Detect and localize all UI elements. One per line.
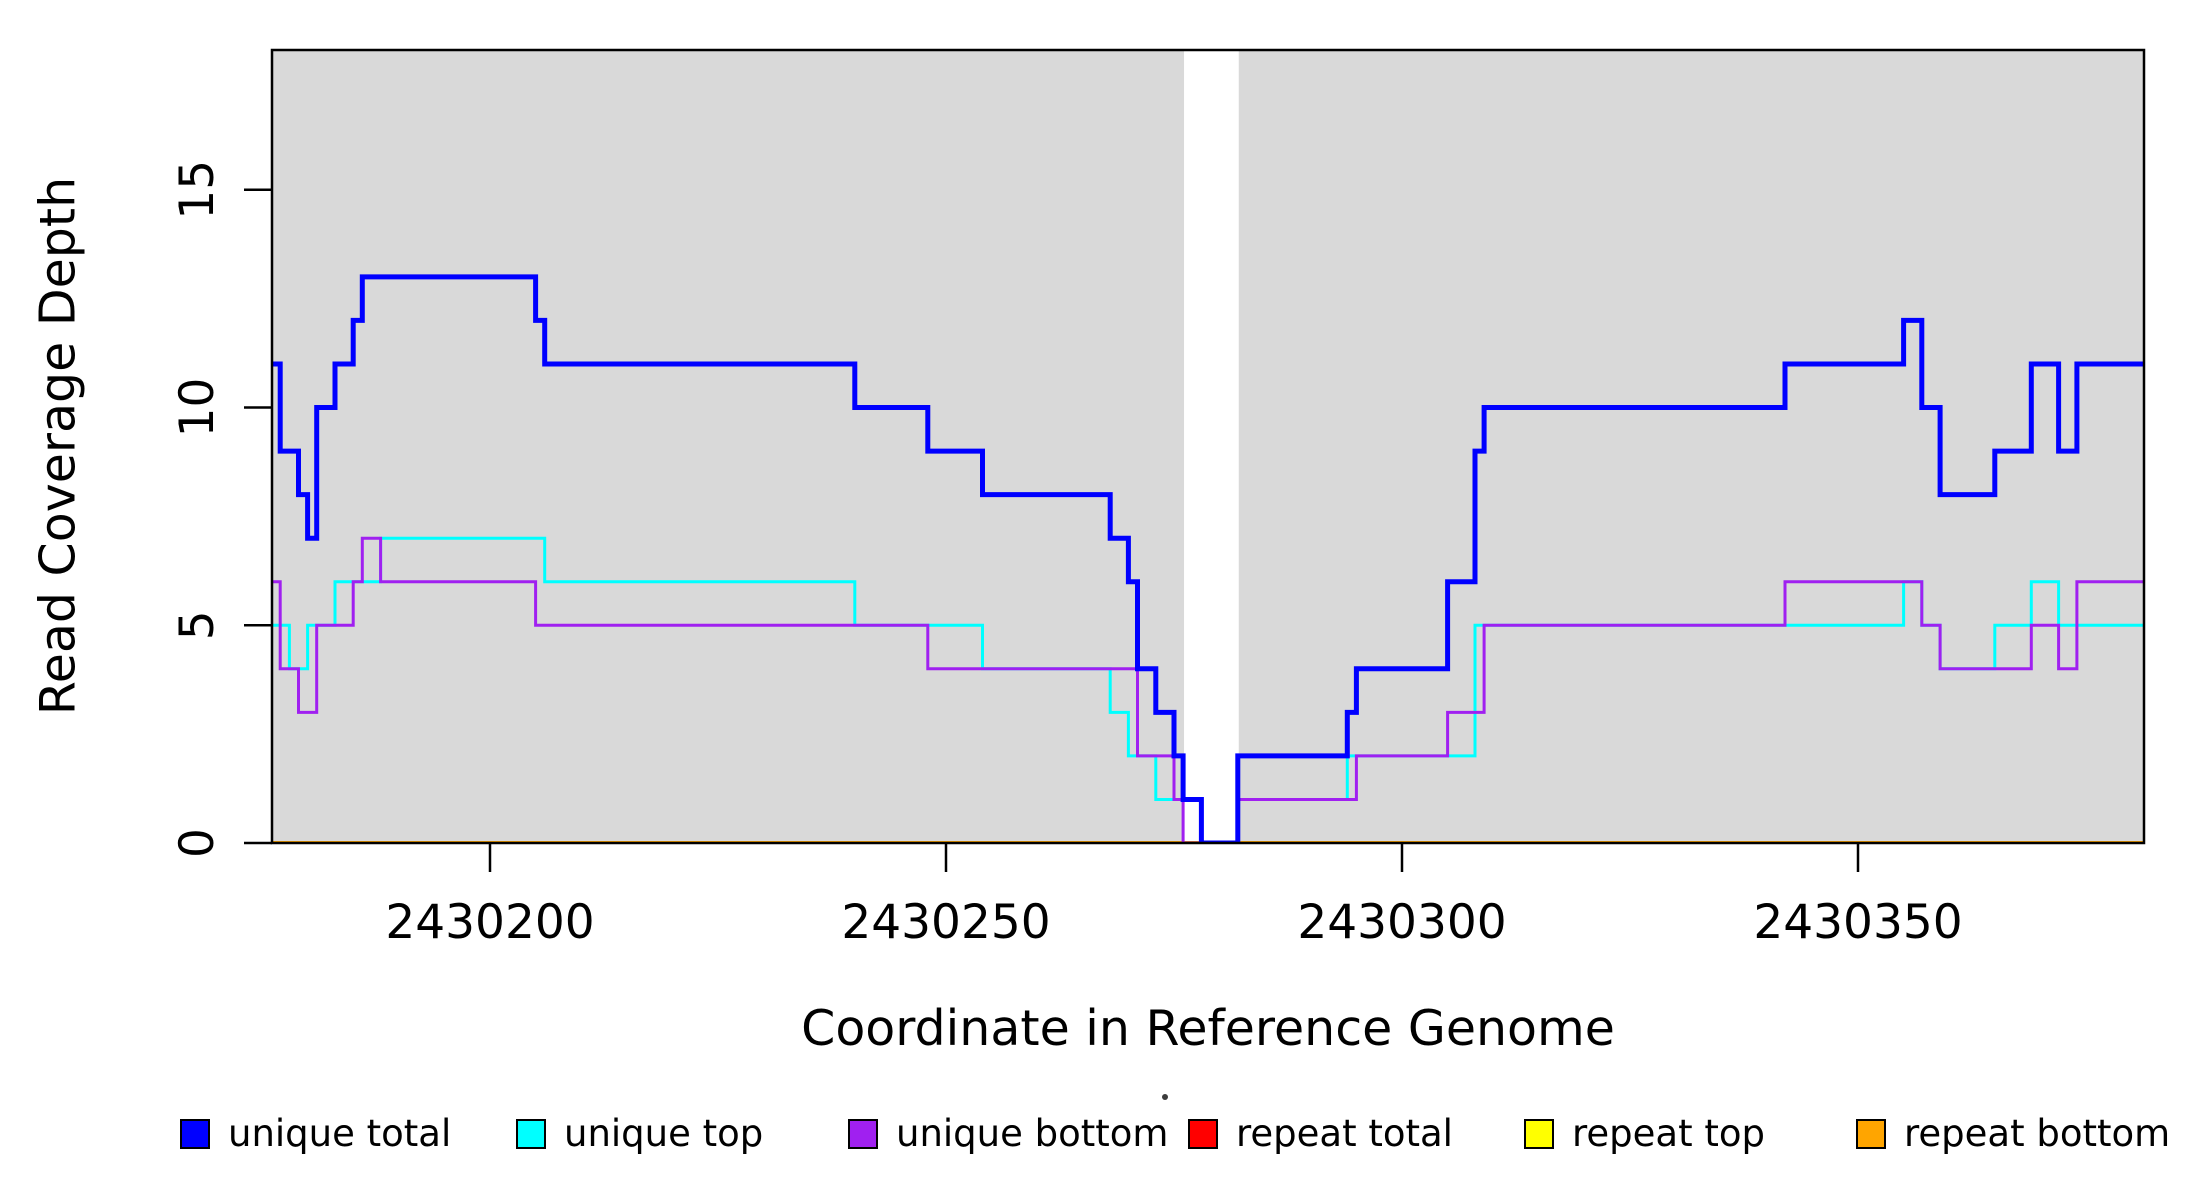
y-tick-label: 10 — [170, 378, 225, 438]
series-lines — [272, 274, 2144, 843]
legend-item-unique-total: unique total — [180, 1112, 451, 1156]
plot-background-left — [272, 50, 1185, 843]
unique-top-swatch-icon — [516, 1119, 546, 1149]
legend-label: repeat total — [1236, 1112, 1453, 1155]
plot-background-right — [1238, 50, 2144, 843]
unique-bottom-swatch-icon — [848, 1119, 878, 1149]
legend-label: repeat top — [1572, 1112, 1765, 1155]
x-axis-title: Coordinate in Reference Genome — [801, 1000, 1615, 1057]
repeat-total-swatch-icon — [1188, 1119, 1218, 1149]
legend-label: unique total — [228, 1112, 452, 1155]
legend-label: repeat bottom — [1904, 1112, 2171, 1155]
y-tick-label: 0 — [170, 828, 225, 858]
legend-item-repeat-total: repeat total — [1188, 1112, 1453, 1156]
legend-item-unique-top: unique top — [516, 1112, 763, 1156]
plot-box-border — [270, 48, 2146, 845]
legend-item-repeat-top: repeat top — [1524, 1112, 1765, 1156]
repeat-top-swatch-icon — [1524, 1119, 1554, 1149]
series-line-unique-bottom — [272, 536, 2144, 843]
y-axis-title: Read Coverage Depth — [29, 176, 87, 716]
x-tick-label: 2430250 — [841, 895, 1050, 950]
x-tick-label: 2430350 — [1753, 895, 1962, 950]
x-tick-label: 2430300 — [1297, 895, 1506, 950]
repeat-bottom-swatch-icon — [1856, 1119, 1886, 1149]
stray-dot-marker — [1162, 1094, 1168, 1100]
y-tick-label: 5 — [170, 610, 225, 640]
legend-label: unique top — [564, 1112, 764, 1155]
legend-item-unique-bottom: unique bottom — [848, 1112, 1168, 1156]
x-tick-label: 2430200 — [385, 895, 594, 950]
series-line-unique-total — [272, 274, 2144, 843]
legend-item-repeat-bottom: repeat bottom — [1856, 1112, 2170, 1156]
unique-total-swatch-icon — [180, 1119, 210, 1149]
legend-label: unique bottom — [896, 1112, 1169, 1155]
y-tick-label: 15 — [170, 160, 225, 220]
